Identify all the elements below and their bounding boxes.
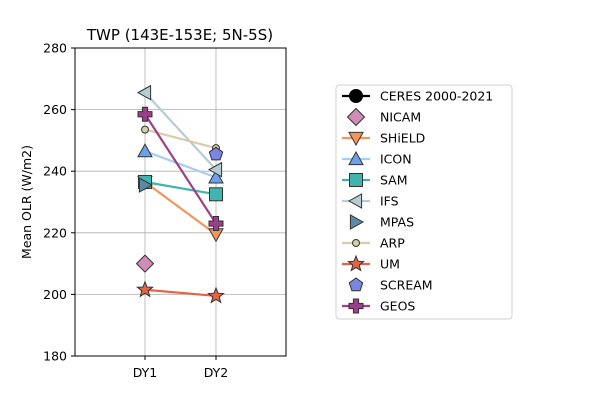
plot-frame — [74, 47, 287, 357]
data-point-mpas — [138, 177, 154, 193]
legend-item-ceres-2000-2021: CERES 2000-2021 — [342, 89, 493, 104]
legend: CERES 2000-2021 NICAM SHiELD ICON SAM IFS MPAS… — [335, 84, 513, 320]
legend-marker-um — [347, 254, 365, 272]
chart-title: TWP (143E-153E; 5N-5S) — [86, 26, 273, 44]
x-ticks: DY1 DY2 — [133, 356, 229, 380]
data-point-nicam — [135, 254, 155, 273]
legend-item-mpas: MPAS — [349, 214, 414, 230]
data-point-sam — [209, 187, 223, 202]
legend-frame — [335, 84, 513, 320]
legend-item-scream: SCREAM — [348, 277, 433, 293]
legend-label: NICAM — [380, 110, 421, 125]
series-line-sam — [144, 180, 217, 196]
y-tick-label: 280 — [43, 41, 67, 56]
legend-marker-icon — [348, 150, 364, 166]
legend-item-geos: GEOS — [342, 298, 415, 314]
legend-item-sam: SAM — [342, 173, 408, 188]
data-point-ifs — [207, 161, 223, 178]
series-lines — [144, 91, 217, 298]
data-point-arp — [141, 125, 149, 134]
legend-item-shield: SHiELD — [342, 131, 425, 147]
legend-item-nicam: NICAM — [346, 107, 421, 127]
legend-label: IFS — [380, 194, 399, 209]
data-point-um — [207, 286, 225, 304]
legend-label: UM — [380, 257, 400, 272]
y-ticks: 180 200 220 240 260 280 — [43, 41, 75, 364]
series-markers — [135, 84, 225, 304]
series-line-ifs — [144, 91, 217, 171]
data-point-um — [136, 280, 154, 298]
legend-item-icon: ICON — [342, 150, 412, 167]
data-point-scream — [208, 146, 224, 161]
y-tick-label: 240 — [43, 164, 67, 179]
legend-label: SHiELD — [380, 131, 425, 146]
legend-item-ifs: IFS — [342, 193, 399, 209]
legend-marker-ceres-2000-2021 — [349, 89, 363, 103]
series-line-shield — [144, 181, 217, 236]
series-line-geos — [144, 113, 217, 225]
y-tick-label: 260 — [43, 102, 67, 117]
legend-marker-geos — [348, 298, 364, 314]
data-point-ifs — [136, 84, 152, 101]
legend-items: CERES 2000-2021 NICAM SHiELD ICON SAM IFS MPAS… — [342, 89, 493, 314]
legend-marker-scream — [348, 277, 364, 292]
legend-marker-nicam — [346, 107, 366, 127]
legend-label: ICON — [380, 152, 412, 167]
legend-marker-arp — [352, 239, 360, 247]
y-tick-label: 220 — [43, 225, 67, 240]
x-tick-label: DY2 — [204, 365, 229, 380]
legend-item-arp: ARP — [342, 236, 405, 251]
x-tick-label: DY1 — [133, 365, 158, 380]
legend-label: MPAS — [380, 215, 414, 230]
legend-marker-shield — [348, 131, 364, 147]
series-line-um — [144, 288, 217, 298]
legend-marker-sam — [349, 173, 363, 187]
y-tick-label: 200 — [43, 287, 67, 302]
legend-item-um: UM — [342, 254, 400, 272]
legend-label: SCREAM — [380, 278, 433, 293]
grid — [75, 47, 286, 357]
data-point-geos — [208, 216, 224, 232]
legend-label: SAM — [380, 173, 408, 188]
legend-label: ARP — [380, 236, 405, 251]
legend-marker-ifs — [347, 193, 363, 209]
y-tick-label: 180 — [43, 349, 67, 364]
data-point-icon — [137, 143, 153, 158]
data-point-geos — [137, 106, 153, 122]
series-line-icon — [144, 150, 217, 179]
data-point-icon — [208, 169, 224, 184]
legend-label: GEOS — [380, 299, 415, 314]
y-axis-label: Mean OLR (W/m2) — [19, 145, 34, 259]
legend-marker-mpas — [349, 214, 365, 230]
legend-label: CERES 2000-2021 — [380, 89, 493, 104]
